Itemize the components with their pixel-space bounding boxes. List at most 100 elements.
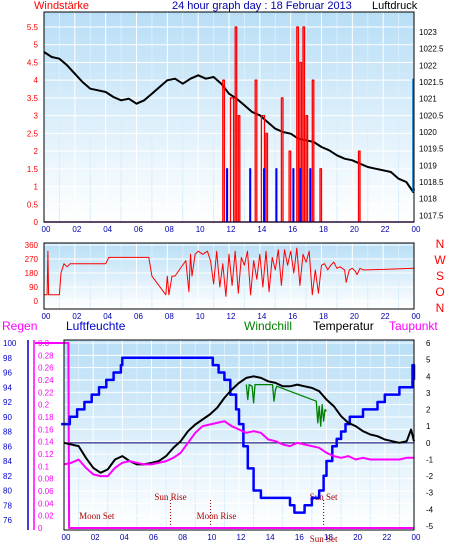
humidity-series	[61, 356, 416, 514]
x-tick-label: 06	[149, 533, 158, 542]
compass-label: S	[436, 269, 444, 283]
direction-tick-label: 90	[29, 283, 38, 292]
rain-tick-label: 0.16	[38, 425, 54, 434]
grid-lines	[27, 12, 415, 530]
direction-tick-label: 180	[25, 269, 39, 278]
direction-tick-label: 0	[34, 297, 39, 306]
pressure-tick-label: 1020.5	[419, 111, 444, 120]
temperature-tick-label: -5	[426, 522, 434, 531]
rain-tick-label: 0.08	[38, 475, 54, 484]
event-label: Moon Set	[79, 511, 115, 521]
x-tick-label: 18	[319, 225, 328, 234]
humidity-tick-label: 88	[3, 428, 12, 437]
x-tick-label: 12	[227, 225, 236, 234]
wind-tick-label: 5.5	[27, 23, 39, 32]
temperature-tick-label: -3	[426, 489, 434, 498]
event-label: Sun Set	[310, 534, 338, 544]
x-tick-label: 16	[295, 533, 304, 542]
direction-tick-label: 360	[25, 241, 39, 250]
x-tick-label: 14	[257, 225, 266, 234]
wind-tick-label: 4.5	[27, 58, 39, 67]
temperature-series	[63, 375, 415, 474]
humidity-tick-label: 92	[3, 398, 12, 407]
temperature-tick-label: -1	[426, 455, 434, 464]
x-tick-label: 00	[62, 533, 71, 542]
event-label: Sun Rise	[154, 492, 186, 502]
direction-tick-label: 270	[25, 255, 39, 264]
pressure-tick-label: 1018.5	[419, 178, 444, 187]
pressure-tick-label: 1023	[419, 28, 437, 37]
rain-tick-label: 0.28	[38, 351, 54, 360]
wind-tick-label: 3.5	[27, 94, 39, 103]
humidity-tick-label: 76	[3, 516, 12, 525]
x-tick-label: 12	[227, 312, 236, 321]
temperature-tick-label: 5	[426, 356, 431, 365]
pressure-tick-label: 1019.5	[419, 145, 444, 154]
rain-axis-title: Regen	[2, 319, 37, 333]
x-tick-label: 02	[91, 533, 100, 542]
pressure-tick-label: 1019	[419, 161, 437, 170]
direction-series	[44, 247, 415, 297]
frame-temperature	[63, 339, 415, 531]
pressure-tick-label: 1020	[419, 128, 437, 137]
right-axis-title: Luftdruck	[372, 0, 418, 12]
event-label: Sun Set	[310, 492, 338, 502]
rain-tick-label: 0.14	[38, 438, 54, 447]
x-tick-label: 00	[412, 533, 421, 542]
frame-direction	[43, 242, 415, 310]
pressure-tick-label: 1022	[419, 61, 437, 70]
rain-tick-label: 0.04	[38, 499, 54, 508]
x-tick-label: 10	[196, 312, 205, 321]
dewpoint-series	[63, 420, 414, 478]
rain-tick-label: 0.02	[38, 512, 54, 521]
x-tick-label: 02	[72, 225, 81, 234]
compass-label: W	[434, 253, 446, 267]
x-tick-label: 06	[134, 225, 143, 234]
humidity-tick-label: 86	[3, 442, 12, 451]
temperature-legend: Temperatur	[313, 319, 374, 333]
rain-tick-label: 0.1	[38, 462, 50, 471]
x-tick-label: 04	[103, 225, 112, 234]
temperature-tick-label: 4	[426, 372, 431, 381]
x-tick-label: 14	[266, 533, 275, 542]
wind-tick-label: 3	[34, 112, 39, 121]
x-tick-label: 00	[412, 225, 421, 234]
humidity-tick-label: 84	[3, 457, 12, 466]
humidity-tick-label: 100	[3, 339, 17, 348]
x-tick-label: 14	[257, 312, 266, 321]
humidity-tick-label: 80	[3, 487, 12, 496]
temperature-tick-label: 0	[426, 439, 431, 448]
temperature-tick-label: 6	[426, 339, 431, 348]
x-tick-label: 16	[288, 312, 297, 321]
chart-title: 24 hour graph day : 18 Februar 2013	[172, 0, 352, 12]
humidity-tick-label: 98	[3, 354, 12, 363]
compass-label: N	[436, 301, 445, 315]
rain-tick-label: 0.2	[38, 401, 50, 410]
wind-tick-label: 1	[34, 183, 39, 192]
x-tick-label: 20	[350, 225, 359, 234]
humidity-tick-label: 82	[3, 472, 12, 481]
x-tick-label: 00	[42, 225, 51, 234]
pressure-tick-label: 1018	[419, 195, 437, 204]
x-tick-label: 22	[381, 312, 390, 321]
wind-tick-label: 1.5	[27, 165, 39, 174]
x-tick-label: 02	[72, 312, 81, 321]
x-tick-label: 08	[165, 225, 174, 234]
humidity-tick-label: 96	[3, 369, 12, 378]
temperature-tick-label: 1	[426, 422, 431, 431]
humidity-tick-label: 90	[3, 413, 12, 422]
temperature-tick-label: -2	[426, 472, 434, 481]
humidity-tick-label: 78	[3, 501, 12, 510]
wind-tick-label: 4	[34, 76, 39, 85]
wind-tick-label: 0.5	[27, 200, 39, 209]
x-tick-label: 00	[412, 312, 421, 321]
x-tick-label: 22	[382, 533, 391, 542]
x-tick-label: 20	[350, 312, 359, 321]
x-tick-label: 20	[353, 533, 362, 542]
x-tick-label: 18	[319, 312, 328, 321]
x-tick-label: 06	[134, 312, 143, 321]
x-tick-label: 00	[42, 312, 51, 321]
